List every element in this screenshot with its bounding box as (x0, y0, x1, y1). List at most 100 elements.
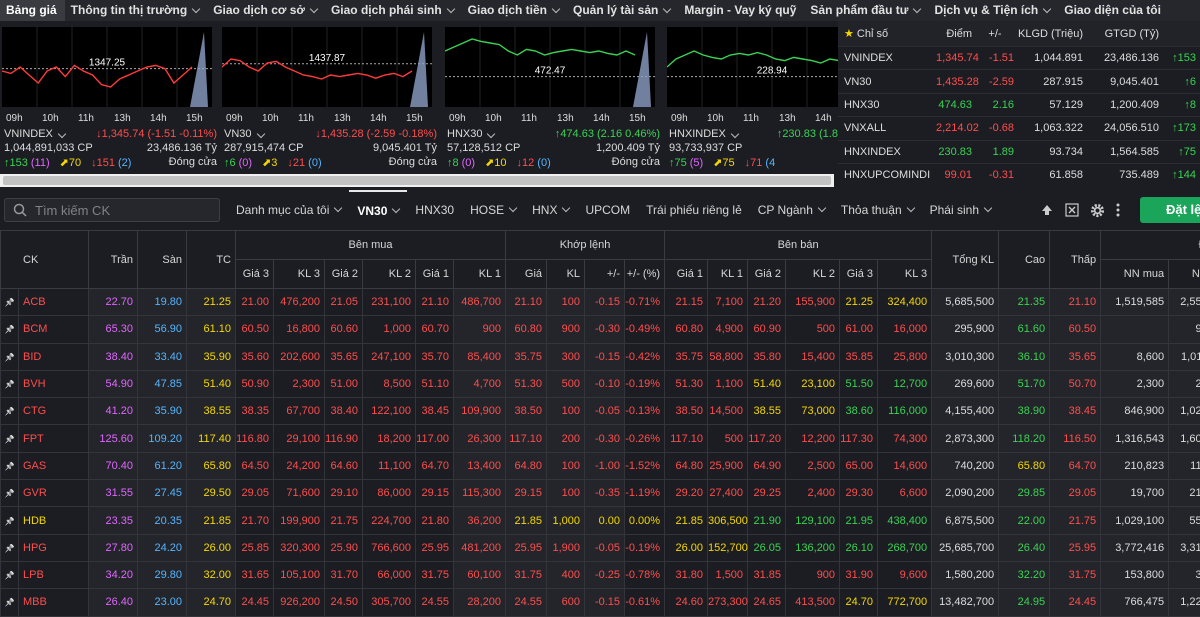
pin-icon[interactable]: 📌 (5, 571, 15, 580)
chevron-down-icon[interactable] (256, 130, 264, 138)
chevron-down-icon (334, 204, 342, 212)
pin-cell[interactable]: 📌 (1, 561, 19, 588)
pin-cell[interactable]: 📌 (1, 589, 19, 616)
tab-th-a-thu-n[interactable]: Thỏa thuận (833, 190, 922, 230)
tab-hnx[interactable]: HNX (524, 190, 577, 230)
search-input[interactable] (35, 203, 205, 218)
place-order-button[interactable]: Đặt lệ (1140, 197, 1200, 223)
pin-cell[interactable]: 📌 (1, 343, 19, 370)
ticker-cell[interactable]: GAS (19, 452, 89, 479)
pin-icon[interactable]: 📌 (5, 380, 15, 389)
pin-icon[interactable]: 📌 (5, 517, 15, 526)
ticker-cell[interactable]: BID (19, 343, 89, 370)
pin-cell[interactable]: 📌 (1, 316, 19, 343)
menu-item-3[interactable]: Giao dịch phái sinh (325, 0, 462, 21)
pin-cell[interactable]: 📌 (1, 480, 19, 507)
index-name[interactable]: HNXINDEX (669, 128, 726, 140)
index-name[interactable]: VNINDEX (4, 128, 53, 140)
chevron-down-icon[interactable] (58, 130, 66, 138)
menu-item-1[interactable]: Thông tin thị trường (65, 0, 208, 21)
menu-item-2[interactable]: Giao dịch cơ sở (207, 0, 325, 21)
pin-cell[interactable]: 📌 (1, 534, 19, 561)
ticker-cell[interactable]: BCM (19, 316, 89, 343)
pin-cell[interactable]: 📌 (1, 370, 19, 397)
index-change: ↓1,345.74 (-1.51 -0.11%) (96, 128, 217, 140)
tab-tr-i-phi-u-ri-ng-l-[interactable]: Trái phiếu riêng lẻ (638, 190, 750, 230)
upload-arrow-icon[interactable] (1040, 203, 1054, 217)
chevron-down-icon[interactable] (731, 130, 739, 138)
menu-item-0[interactable]: Bảng giá (0, 0, 65, 21)
tab-hose[interactable]: HOSE (462, 190, 524, 230)
star-icon[interactable]: ★ (844, 28, 857, 40)
pin-cell[interactable]: 📌 (1, 425, 19, 452)
ticker-cell[interactable]: LPB (19, 561, 89, 588)
ticker-cell[interactable]: HDB (19, 507, 89, 534)
ticker-cell[interactable]: ACB (19, 289, 89, 316)
tab-vn30[interactable]: VN30 (349, 190, 407, 230)
menu-item-7[interactable]: Sản phẩm đầu tư (804, 0, 928, 21)
menu-item-4[interactable]: Giao dịch tiền (462, 0, 567, 21)
cell: 24.20 (138, 534, 187, 561)
time-axis-label: 11h (521, 113, 537, 123)
pin-icon[interactable]: 📌 (5, 298, 15, 307)
ticker-cell[interactable]: MBB (19, 589, 89, 616)
pin-icon[interactable]: 📌 (5, 462, 15, 471)
tab-danh-m-c-c-a-t-i[interactable]: Danh mục của tôi (228, 190, 349, 230)
tab-upcom[interactable]: UPCOM (577, 190, 638, 230)
ticker-cell[interactable]: FPT (19, 425, 89, 452)
chevron-down-icon[interactable] (487, 130, 495, 138)
ticker-cell[interactable]: CTG (19, 398, 89, 425)
tab-cp-ng-nh[interactable]: CP Ngành (750, 190, 833, 230)
pin-icon[interactable]: 📌 (5, 325, 15, 334)
menu-item-5[interactable]: Quản lý tài sản (567, 0, 678, 21)
search-box[interactable] (4, 198, 220, 222)
more-vertical-icon[interactable] (1115, 202, 1121, 218)
menu-item-9[interactable]: Giao diện của tôi (1058, 0, 1169, 21)
ticker-cell[interactable]: BVH (19, 370, 89, 397)
index-name[interactable]: HNX30 (447, 128, 482, 140)
pin-icon[interactable]: 📌 (5, 435, 15, 444)
pin-icon[interactable]: 📌 (5, 598, 15, 607)
tab-ph-i-sinh[interactable]: Phái sinh (922, 190, 999, 230)
ticker-cell[interactable]: HPG (19, 534, 89, 561)
gear-icon[interactable] (1090, 203, 1105, 218)
pin-icon[interactable]: 📌 (5, 407, 15, 416)
ticker-cell[interactable]: GVR (19, 480, 89, 507)
menu-item-8[interactable]: Dịch vụ & Tiện ích (928, 0, 1058, 21)
pin-cell[interactable]: 📌 (1, 507, 19, 534)
pin-cell[interactable]: 📌 (1, 452, 19, 479)
excel-export-icon[interactable] (1064, 202, 1080, 218)
pin-icon[interactable]: 📌 (5, 544, 15, 553)
pin-cell[interactable]: 📌 (1, 289, 19, 316)
pin-cell[interactable]: 📌 (1, 398, 19, 425)
index-name[interactable]: VN30 (224, 128, 252, 140)
charts-scrollbar[interactable] (0, 174, 834, 187)
tab-hnx30[interactable]: HNX30 (407, 190, 462, 230)
col-dtnn: ĐTNN (1101, 231, 1200, 260)
menu-item-6[interactable]: Margin - Vay ký quỹ (678, 0, 804, 21)
pin-icon[interactable]: 📌 (5, 353, 15, 362)
pin-icon[interactable]: 📌 (5, 489, 15, 498)
scrollbar-thumb[interactable] (3, 176, 831, 185)
